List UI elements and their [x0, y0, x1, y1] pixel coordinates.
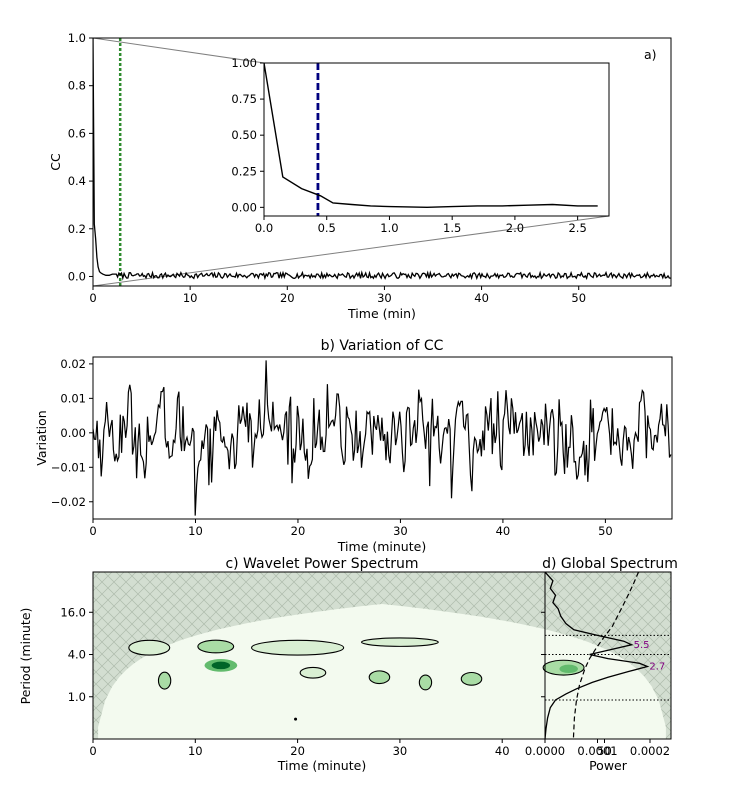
panel-d-xtick-label: 0.0000 — [525, 744, 565, 758]
panel-b-ticks: 0 10 20 30 40 50 −0.02 −0.01 0.00 0.01 0.02 — [51, 357, 613, 538]
panel-a-ytick-label: 0.0 — [68, 269, 86, 283]
inset-xtick-label: 1.5 — [443, 221, 461, 235]
inset-xtick-label: 0.5 — [318, 221, 336, 235]
panel-c-xlabel: Time (minute) — [277, 758, 366, 773]
panel-b: b) Variation of CC 0 10 20 30 40 50 −0.02 −0.01… — [34, 338, 673, 554]
panel-c-xtick-label: 50 — [597, 744, 612, 758]
panel-b-xtick-label: 10 — [188, 524, 203, 538]
panel-a-annotation: a) — [644, 47, 657, 62]
peak-label: 2.7 — [649, 661, 665, 672]
panel-c: c) Wavelet Power Spectrum 0 10 20 30 40 50 1.0… — [18, 556, 672, 773]
panel-c-ytick-label: 16.0 — [60, 605, 86, 619]
panel-d-xtick-label: 0.0001 — [577, 744, 617, 758]
inset-ytick-label: 1.00 — [231, 56, 257, 70]
panel-c-ticks: 0 10 20 30 40 50 1.0 4.0 16.0 — [60, 605, 611, 758]
panel-b-ytick-label: 0.00 — [60, 426, 86, 440]
inset-cc-line — [264, 63, 598, 209]
inset-xtick-label: 0.0 — [255, 221, 273, 235]
inset-ytick-label: 0.25 — [231, 164, 257, 178]
panel-a-ylabel: CC — [48, 153, 63, 171]
inset-ytick-label: 0.50 — [231, 128, 257, 142]
wavelet-power-region — [251, 639, 345, 656]
inset-ytick-label: 0.00 — [231, 200, 257, 214]
peak-labels: 5.5 2.7 — [634, 640, 666, 673]
panel-c-xtick-label: 40 — [495, 744, 510, 758]
inset-axes-frame — [263, 62, 610, 217]
peak-label: 5.5 — [634, 640, 650, 651]
panel-c-xtick-label: 20 — [290, 744, 305, 758]
panel-a-ytick-label: 0.2 — [68, 222, 86, 236]
panel-b-xlabel: Time (minute) — [337, 539, 426, 554]
panel-c-xtick-label: 10 — [188, 744, 203, 758]
panel-d-reference-lines — [545, 634, 671, 701]
panel-d-ticks: 0.0000 0.0001 0.0002 — [525, 611, 670, 758]
wavelet-power-region — [460, 671, 483, 686]
panel-a-xtick-label: 20 — [280, 291, 295, 305]
panel-b-xtick-label: 20 — [291, 524, 306, 538]
inset-ytick-label: 0.75 — [231, 92, 257, 106]
panel-b-xtick-label: 50 — [598, 524, 613, 538]
wavelet-power-region — [299, 666, 327, 679]
panel-a-xtick-label: 10 — [183, 291, 198, 305]
panel-b-ytick-label: −0.02 — [51, 495, 86, 509]
panel-d-title: d) Global Spectrum — [542, 556, 678, 572]
wavelet-power-region — [559, 664, 578, 674]
panel-a-xtick-label: 0 — [89, 291, 96, 305]
wavelet-power-regions — [128, 637, 585, 721]
panel-b-ytick-label: 0.01 — [60, 391, 86, 405]
panel-a: 0 10 20 30 40 50 0.0 0.2 0.4 0.6 0.8 1.0 a) Time (m… — [48, 31, 672, 321]
inset-xtick-label: 2.0 — [506, 221, 524, 235]
panel-d-axes-frame — [544, 571, 672, 740]
inset-xtick-label: 2.5 — [568, 221, 586, 235]
wavelet-power-region — [368, 670, 391, 685]
panel-d: d) Global Spectrum 0.0000 0.0001 0.0002 5.… — [525, 556, 678, 773]
panel-a-ticks: 0 10 20 30 40 50 0.0 0.2 0.4 0.6 0.8 1.0 — [68, 31, 586, 305]
panel-c-title: c) Wavelet Power Spectrum — [225, 556, 418, 572]
panel-a-zoom-lines — [92, 37, 610, 287]
wavelet-power-region — [157, 671, 172, 690]
panel-b-xtick-label: 40 — [496, 524, 511, 538]
panel-a-xtick-label: 50 — [571, 291, 586, 305]
panel-c-ytick-label: 1.0 — [68, 690, 86, 704]
panel-c-xtick-label: 0 — [89, 744, 96, 758]
panel-b-title: b) Variation of CC — [321, 338, 444, 354]
panel-a-ytick-label: 0.8 — [68, 79, 86, 93]
panel-c-xtick-label: 30 — [393, 744, 408, 758]
panel-a-ytick-label: 1.0 — [68, 31, 86, 45]
wavelet-power-region — [128, 639, 171, 656]
panel-a-axes-frame — [92, 37, 672, 287]
inset-background — [264, 63, 609, 216]
panel-d-xtick-label: 0.0002 — [630, 744, 670, 758]
panel-b-xtick-label: 30 — [393, 524, 408, 538]
panel-b-variation-line — [93, 360, 672, 516]
panel-a-xtick-label: 40 — [474, 291, 489, 305]
wavelet-power-region — [197, 639, 235, 654]
inset-xtick-label: 1.0 — [380, 221, 398, 235]
wavelet-power-region — [418, 674, 433, 691]
global-power-line — [545, 572, 650, 739]
panel-a-ytick-label: 0.4 — [68, 174, 86, 188]
panel-c-ylabel: Period (minute) — [18, 608, 33, 705]
panel-d-xlabel: Power — [589, 758, 628, 773]
panel-a-xtick-label: 30 — [377, 291, 392, 305]
panel-b-ylabel: Variation — [34, 410, 49, 465]
wavelet-power-region — [360, 637, 439, 647]
panel-b-xtick-label: 0 — [89, 524, 96, 538]
panel-c-ytick-label: 4.0 — [68, 648, 86, 662]
panel-a-inset: 0.0 0.5 1.0 1.5 2.0 2.5 0.00 0.25 0.50 0.75 1.00 — [231, 56, 610, 235]
inset-ticks: 0.0 0.5 1.0 1.5 2.0 2.5 0.00 0.25 0.50 0.75 1.00 — [231, 56, 586, 235]
panel-b-axes-frame — [92, 356, 673, 520]
panel-a-xlabel: Time (min) — [347, 306, 416, 321]
wavelet-power-spot — [294, 717, 298, 721]
panel-b-ytick-label: 0.02 — [60, 357, 86, 371]
panel-a-ytick-label: 0.6 — [68, 126, 86, 140]
panel-a-cc-line — [93, 38, 671, 281]
wavelet-power-region — [211, 661, 231, 670]
panel-b-ytick-label: −0.01 — [51, 460, 86, 474]
